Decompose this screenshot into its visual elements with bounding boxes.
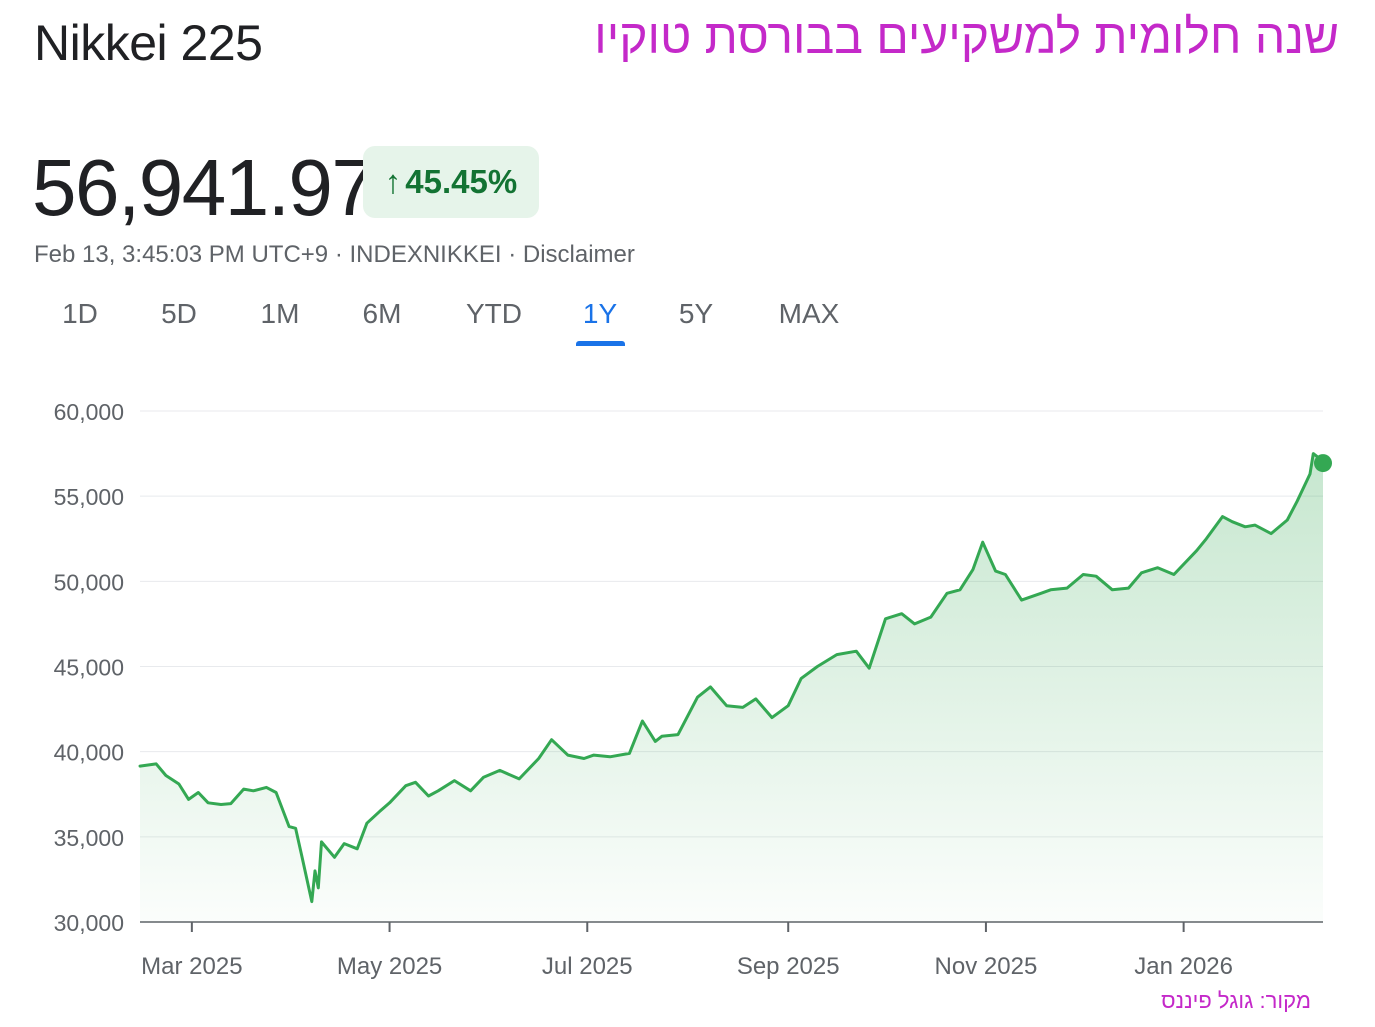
tab-ytd[interactable]: YTD xyxy=(466,298,522,329)
y-tick-label: 50,000 xyxy=(54,569,124,595)
timestamp: Feb 13, 3:45:03 PM UTC+9 xyxy=(34,241,329,268)
price-line xyxy=(138,452,1325,904)
headline: שנה חלומית למשקיעים בבורסת טוקיו xyxy=(594,11,1339,64)
y-tick-label: 55,000 xyxy=(54,484,124,510)
x-tick-label: Nov 2025 xyxy=(935,953,1038,980)
last-point-marker xyxy=(1314,454,1332,473)
active-tab-indicator xyxy=(576,341,625,346)
meta-separator: · xyxy=(501,241,523,268)
disclaimer-link[interactable]: Disclaimer xyxy=(522,241,635,268)
tab-1y[interactable]: 1Y xyxy=(582,298,618,329)
tab-5d[interactable]: 5D xyxy=(161,298,197,329)
tab-max[interactable]: MAX xyxy=(778,298,840,329)
y-tick-label: 60,000 xyxy=(54,399,124,425)
tab-1d[interactable]: 1D xyxy=(62,298,98,329)
quote-meta: Feb 13, 3:45:03 PM UTC+9 · INDEXNIKKEI ·… xyxy=(34,241,635,269)
y-tick-label: 30,000 xyxy=(54,910,124,936)
tab-1m[interactable]: 1M xyxy=(260,298,300,329)
x-tick-label: Sep 2025 xyxy=(737,953,840,980)
tab-6m[interactable]: 6M xyxy=(362,298,402,329)
source-note: מקור: גוגל פיננס xyxy=(1161,988,1311,1013)
price-chart[interactable]: 30,000 35,000 40,000 45,000 50,000 55,000 60,0… xyxy=(0,380,1375,990)
exchange-label: INDEXNIKKEI xyxy=(349,241,502,268)
x-tick-label: Jul 2025 xyxy=(542,953,633,980)
y-tick-label: 40,000 xyxy=(54,740,124,766)
x-tick-label: May 2025 xyxy=(337,953,442,980)
price-area xyxy=(140,453,1323,922)
index-name: Nikkei 225 xyxy=(34,15,263,71)
change-badge: ↑ 45.45% xyxy=(363,146,539,218)
range-tabs: 1D 5D 1M 6M YTD 1Y 5Y MAX xyxy=(0,298,900,348)
current-price: 56,941.97 xyxy=(32,143,376,232)
meta-separator: · xyxy=(328,241,350,268)
arrow-up-icon: ↑ xyxy=(384,163,402,200)
y-tick-label: 35,000 xyxy=(54,825,124,851)
x-tick-label: Jan 2026 xyxy=(1134,953,1233,980)
change-percent: 45.45% xyxy=(405,163,518,200)
y-tick-label: 45,000 xyxy=(54,655,124,681)
tab-5y[interactable]: 5Y xyxy=(678,298,714,329)
x-tick-label: Mar 2025 xyxy=(141,953,242,980)
